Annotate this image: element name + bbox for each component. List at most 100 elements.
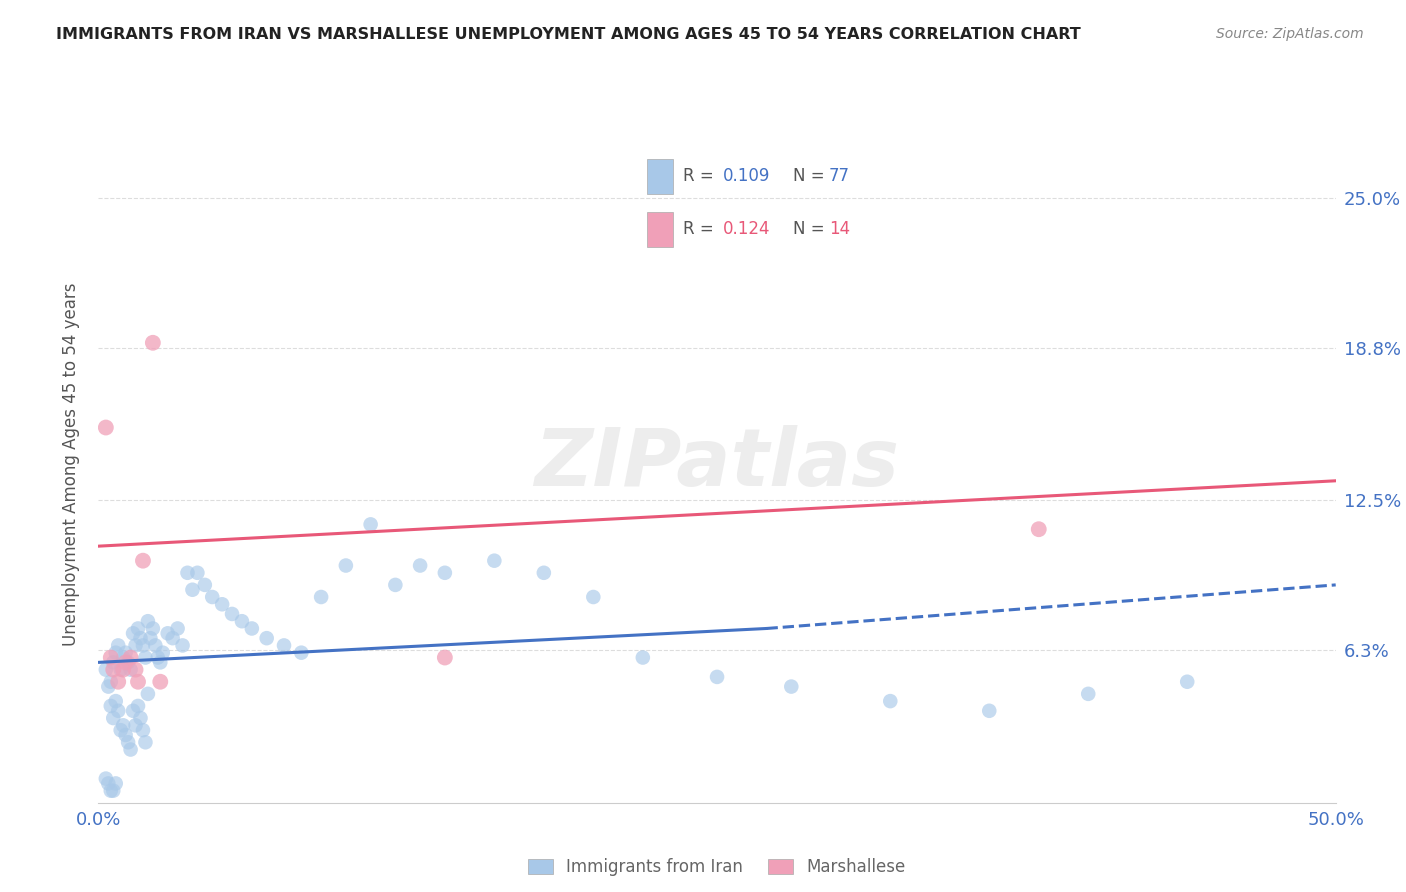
Point bbox=[110, 663, 132, 677]
Point bbox=[143, 639, 166, 653]
Point bbox=[127, 622, 149, 636]
Text: N =: N = bbox=[793, 220, 830, 238]
Point bbox=[134, 650, 156, 665]
Point bbox=[433, 650, 456, 665]
Point bbox=[100, 783, 122, 797]
Text: R =: R = bbox=[683, 168, 720, 186]
Point bbox=[1077, 687, 1099, 701]
FancyBboxPatch shape bbox=[647, 159, 673, 194]
Point bbox=[156, 626, 179, 640]
Point bbox=[181, 582, 204, 597]
Point bbox=[122, 626, 145, 640]
Point bbox=[201, 590, 224, 604]
Point bbox=[112, 718, 135, 732]
Point bbox=[120, 663, 142, 677]
Text: 0.124: 0.124 bbox=[723, 220, 770, 238]
Point bbox=[103, 711, 125, 725]
Point bbox=[104, 694, 127, 708]
Point bbox=[107, 639, 129, 653]
Point bbox=[114, 728, 136, 742]
Point bbox=[112, 650, 135, 665]
Point bbox=[221, 607, 243, 621]
Point bbox=[256, 631, 278, 645]
Point bbox=[582, 590, 605, 604]
Point bbox=[1028, 522, 1050, 536]
Text: R =: R = bbox=[683, 220, 720, 238]
Legend: Immigrants from Iran, Marshallese: Immigrants from Iran, Marshallese bbox=[522, 851, 912, 882]
Point bbox=[132, 723, 155, 738]
Point bbox=[114, 656, 136, 670]
Point bbox=[127, 698, 149, 713]
Point bbox=[132, 554, 155, 568]
Point bbox=[142, 335, 165, 350]
Point bbox=[149, 674, 172, 689]
Point bbox=[149, 656, 172, 670]
Point bbox=[103, 656, 125, 670]
Text: ZIPatlas: ZIPatlas bbox=[534, 425, 900, 503]
Point bbox=[240, 622, 263, 636]
Point bbox=[484, 554, 506, 568]
Point bbox=[124, 639, 146, 653]
Text: N =: N = bbox=[793, 168, 830, 186]
Point bbox=[231, 614, 253, 628]
Point bbox=[879, 694, 901, 708]
Point bbox=[360, 517, 382, 532]
Point bbox=[132, 639, 155, 653]
Point bbox=[176, 566, 198, 580]
Point bbox=[120, 742, 142, 756]
Text: Source: ZipAtlas.com: Source: ZipAtlas.com bbox=[1216, 27, 1364, 41]
Point bbox=[136, 687, 159, 701]
Point bbox=[142, 622, 165, 636]
Text: 14: 14 bbox=[830, 220, 851, 238]
Point bbox=[194, 578, 217, 592]
Point bbox=[100, 698, 122, 713]
Point bbox=[146, 650, 169, 665]
Point bbox=[124, 718, 146, 732]
Point bbox=[103, 663, 125, 677]
Text: IMMIGRANTS FROM IRAN VS MARSHALLESE UNEMPLOYMENT AMONG AGES 45 TO 54 YEARS CORRE: IMMIGRANTS FROM IRAN VS MARSHALLESE UNEM… bbox=[56, 27, 1081, 42]
Point bbox=[409, 558, 432, 573]
Text: 77: 77 bbox=[830, 168, 849, 186]
Point bbox=[979, 704, 1001, 718]
Point bbox=[533, 566, 555, 580]
Point bbox=[136, 614, 159, 628]
Point bbox=[162, 631, 184, 645]
Point bbox=[124, 663, 146, 677]
Point bbox=[94, 420, 117, 434]
Point bbox=[114, 646, 136, 660]
Point bbox=[120, 650, 142, 665]
Point bbox=[309, 590, 332, 604]
Point bbox=[1175, 674, 1198, 689]
Point bbox=[112, 663, 135, 677]
Point bbox=[122, 704, 145, 718]
FancyBboxPatch shape bbox=[647, 212, 673, 246]
Point bbox=[384, 578, 406, 592]
Point bbox=[631, 650, 654, 665]
Point bbox=[103, 783, 125, 797]
Point bbox=[97, 776, 120, 790]
Point bbox=[107, 704, 129, 718]
Point bbox=[139, 631, 162, 645]
Point bbox=[335, 558, 357, 573]
Point bbox=[172, 639, 194, 653]
Point bbox=[129, 711, 152, 725]
Point bbox=[211, 597, 233, 611]
Text: 0.109: 0.109 bbox=[723, 168, 769, 186]
Point bbox=[186, 566, 208, 580]
Point bbox=[780, 680, 803, 694]
Point bbox=[433, 566, 456, 580]
Point bbox=[100, 674, 122, 689]
Point bbox=[94, 663, 117, 677]
Point bbox=[107, 674, 129, 689]
Point bbox=[100, 650, 122, 665]
Point bbox=[166, 622, 188, 636]
Point bbox=[110, 723, 132, 738]
Point bbox=[117, 735, 139, 749]
Point bbox=[94, 772, 117, 786]
Point bbox=[104, 646, 127, 660]
Point bbox=[129, 631, 152, 645]
Point bbox=[117, 656, 139, 670]
Point bbox=[706, 670, 728, 684]
Point bbox=[97, 680, 120, 694]
Point bbox=[134, 735, 156, 749]
